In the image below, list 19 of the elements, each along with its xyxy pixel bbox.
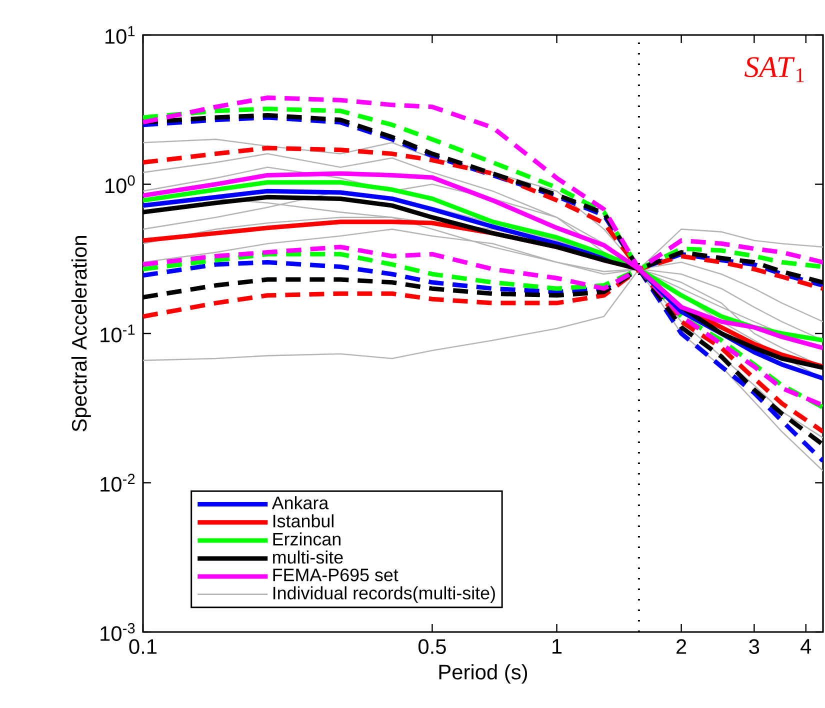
y-tick-label: 10$^{1}$ (106, 26, 135, 44)
x-tick-label: 2 (676, 639, 686, 654)
y-axis-title: Spectral Acceleration (71, 236, 91, 432)
x-tick-label: 0.5 (418, 639, 446, 654)
x-tick-label: 3 (749, 639, 760, 654)
annotation: SAT$_{1}$ (744, 57, 804, 82)
y-tick-label: 10$^{-1}$ (100, 324, 135, 342)
legend-label: multi-site (273, 550, 343, 564)
x-tick-label: 1 (552, 639, 562, 654)
y-tick-label: 10$^{0}$ (106, 175, 135, 194)
y-tick-label: 10$^{-2}$ (100, 474, 135, 492)
legend-label: Individual records(multi-site) (274, 586, 495, 603)
legend-label: Ankara (272, 496, 329, 510)
x-tick-label: 0.1 (129, 639, 157, 654)
legend-label: Istanbul (274, 514, 334, 528)
x-axis-title: Period (s) (439, 664, 528, 684)
legend-label: Erzincan (273, 532, 340, 546)
x-tick-label: 4 (800, 639, 812, 654)
legend-label: FEMA-P695 set (273, 568, 398, 582)
